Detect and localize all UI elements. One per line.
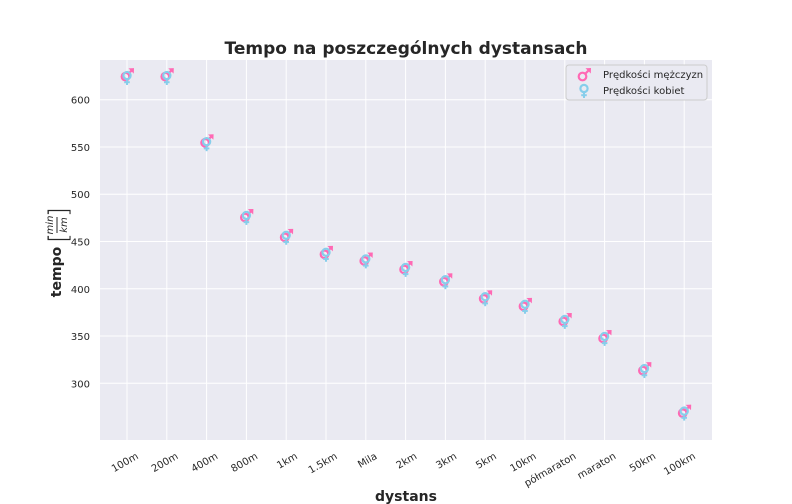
data-point-female [679,406,689,421]
x-tick-label: 400m [190,451,220,475]
y-tick-label: 600 [71,96,90,107]
y-axis-unit-denominator: km [59,217,70,233]
data-point-female [201,136,212,152]
data-point-female [560,314,570,329]
y-axis-bracket-right: ] [44,207,74,217]
data-point-female [480,292,490,307]
data-point-female [361,254,371,269]
legend-marker-female [579,83,589,98]
y-tick-label: 550 [71,143,90,154]
x-tick-label: 10km [509,451,539,475]
data-point-female [321,247,331,262]
legend: Prędkości mężczyzn Prędkości kobiet [565,64,708,101]
y-tick-labels: 300 350 400 450 500 550 600 [71,96,90,391]
y-tick-label: 500 [71,190,90,201]
y-axis-label-text: tempo [49,246,65,297]
x-tick-label: 200m [150,451,180,475]
data-point-female [162,70,172,86]
y-tick-label: 350 [71,332,90,343]
legend-box [565,64,708,101]
x-tick-label: 2km [395,451,419,471]
x-tick-label: 50km [628,451,658,475]
y-tick-label: 400 [71,285,90,296]
x-tick-label: 100m [110,451,140,475]
legend-label-male: Prędkości mężczyzn [603,69,703,81]
x-axis-label: dystans [375,489,437,504]
x-tick-label: 5km [474,451,498,471]
data-point-female [599,331,610,346]
y-axis-label: tempo [ min km ] [44,207,74,297]
y-tick-label: 300 [71,379,90,390]
x-tick-label: maraton [576,451,618,482]
data-point-female [122,70,132,86]
chart-title: Tempo na poszczególnych dystansach [224,39,587,59]
legend-icon-male [577,68,591,82]
x-tick-label: 1km [275,451,299,471]
data-point-female [281,230,291,245]
x-tick-label: Mila [356,451,379,471]
x-tick-label: 3km [434,451,458,471]
y-axis-unit-numerator: min [45,216,56,235]
y-axis-bracket-left: [ [44,233,74,243]
data-point-female [440,274,451,290]
data-point-female [520,299,530,314]
legend-label-female: Prędkości kobiet [603,85,685,97]
grid [100,60,712,440]
legend-marker-male [577,68,591,82]
y-tick-label: 450 [71,237,90,248]
x-tick-label: 100km [662,451,697,478]
x-tick-labels: 100m 200m 400m 800m 1km 1.5km Mila 2km 3km 5km 10k… [110,450,698,489]
data-point-female [241,210,252,225]
x-tick-label: 800m [229,451,259,475]
data-point-female [639,363,650,379]
data-points [120,68,692,421]
legend-icon-female [579,83,589,98]
data-point-female [400,262,411,277]
x-tick-label: 1.5km [307,451,340,476]
